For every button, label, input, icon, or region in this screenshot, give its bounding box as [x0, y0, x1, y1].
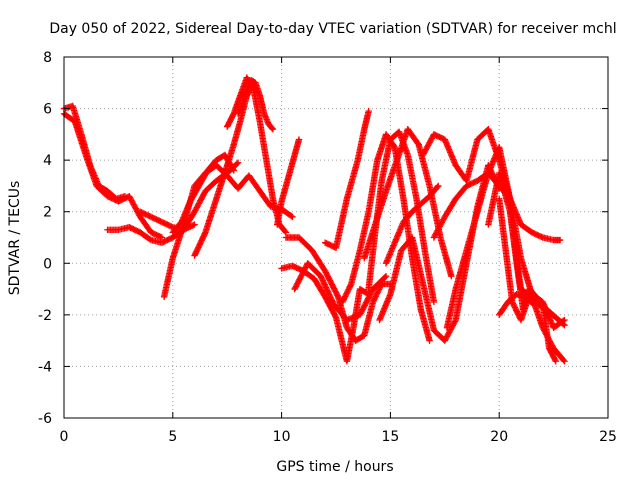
data-point: [233, 160, 241, 167]
series-arc-18: [382, 182, 442, 267]
data-point: [319, 277, 326, 284]
series-arc-13: [321, 107, 372, 252]
data-point: [295, 136, 303, 143]
y-tick-label: -4: [38, 359, 52, 375]
data-point: [320, 278, 327, 286]
data-point: [281, 228, 289, 235]
plot-frame: [63, 56, 609, 419]
data-point: [451, 318, 459, 325]
series-arc-12: [291, 260, 390, 324]
data-point: [326, 292, 334, 300]
data-point: [430, 298, 438, 306]
data-point: [121, 193, 129, 200]
data-point: [556, 236, 564, 244]
data-point: [552, 358, 559, 365]
data-point: [382, 272, 390, 280]
x-tick-label: 25: [599, 429, 617, 445]
chart-title: Day 050 of 2022, Sidereal Day-to-day VTE…: [49, 21, 616, 37]
data-point: [551, 356, 559, 364]
x-tick-label: 0: [60, 429, 69, 445]
data-point: [191, 221, 198, 228]
data-point: [318, 274, 325, 281]
series-arc-25: [496, 291, 538, 319]
data-point: [328, 297, 336, 304]
series-arc-06: [191, 79, 257, 259]
data-point: [329, 298, 336, 305]
data-point: [414, 140, 421, 147]
x-tick-label: 5: [168, 429, 177, 445]
data-point: [561, 321, 568, 329]
data-point: [323, 285, 330, 293]
series-arc-16: [361, 126, 455, 280]
axis-ticks: 0 5 10 15 20 25 -6 -4 -2 0 2 4 6 8: [38, 50, 617, 445]
y-tick-label: 2: [43, 205, 52, 221]
data-point: [435, 182, 442, 190]
data-point: [234, 159, 242, 166]
y-tick-label: 0: [43, 256, 52, 272]
x-axis-label: GPS time / hours: [276, 459, 393, 475]
data-point: [317, 272, 324, 280]
data-points: [60, 74, 568, 365]
series-arc-01: [60, 110, 166, 241]
data-point: [448, 272, 455, 280]
data-point: [322, 282, 329, 290]
data-point: [318, 275, 326, 283]
data-point: [529, 300, 537, 307]
data-point: [560, 356, 567, 364]
data-point: [229, 111, 237, 119]
data-point: [321, 281, 328, 288]
series-arc-17: [376, 162, 503, 344]
y-tick-label: -2: [38, 308, 52, 324]
data-point: [229, 165, 237, 173]
y-tick-label: -6: [38, 411, 52, 427]
data-point: [347, 282, 354, 289]
x-tick-label: 15: [381, 429, 399, 445]
data-point: [230, 167, 237, 174]
data-point: [561, 358, 568, 365]
data-point: [324, 288, 332, 295]
data-point: [324, 287, 331, 294]
data-point: [426, 337, 433, 344]
data-point: [289, 213, 296, 221]
series-arc-26: [234, 77, 277, 133]
data-point: [327, 294, 334, 301]
series-arc-09: [274, 136, 303, 228]
y-axis-label: SDTVAR / TECUs: [7, 181, 23, 296]
y-tick-label: 6: [43, 102, 52, 118]
data-point: [269, 126, 277, 133]
data-point: [328, 295, 335, 303]
x-tick-label: 10: [273, 429, 291, 445]
data-point: [325, 289, 332, 297]
y-tick-label: 4: [43, 153, 52, 169]
data-point: [332, 312, 339, 320]
data-point: [326, 291, 333, 298]
data-point: [530, 301, 538, 308]
x-tick-label: 20: [490, 429, 508, 445]
data-point: [288, 212, 295, 220]
series-arc-24: [506, 208, 559, 365]
data-point: [365, 107, 372, 115]
data-point: [322, 284, 330, 291]
data-point: [268, 124, 276, 132]
data-point: [434, 183, 441, 191]
data-point: [560, 321, 567, 328]
series-arc-08: [136, 208, 198, 233]
y-tick-label: 8: [43, 50, 52, 66]
plot-border: [63, 56, 609, 419]
data-point: [381, 274, 389, 281]
series-arc-20: [430, 169, 514, 241]
data-point: [334, 292, 341, 299]
data-point: [320, 280, 328, 287]
